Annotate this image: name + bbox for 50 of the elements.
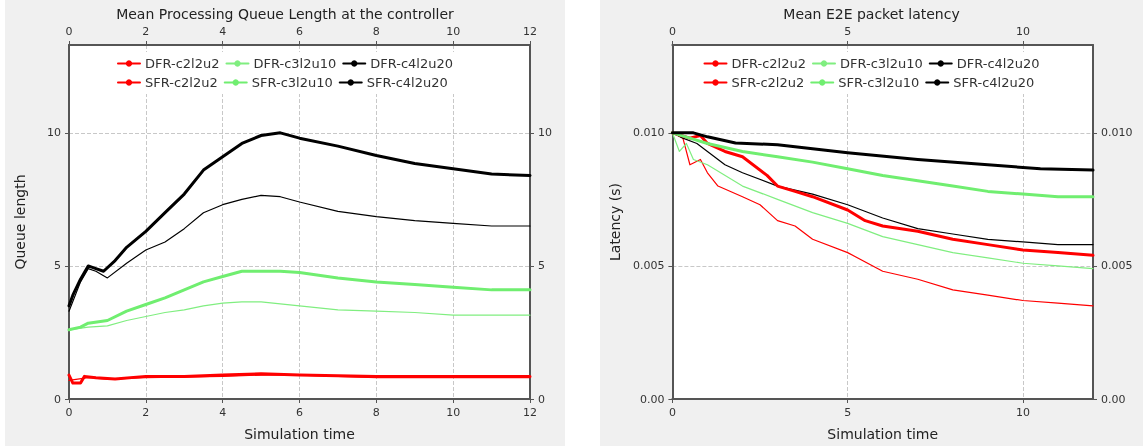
legend-label: SFR-c4l2u20	[953, 75, 1035, 90]
x2-tick-label: 2	[142, 25, 150, 38]
x2-tick-label: 0	[65, 25, 73, 38]
y-tick-label: 0.00	[639, 392, 665, 406]
legend-label: SFR-c2l2u2	[144, 75, 218, 90]
x2-tick-label: 5	[844, 25, 852, 38]
x2-tick-label: 10	[446, 25, 461, 38]
x-tick-label: 2	[142, 406, 150, 419]
x2-tick-label: 0	[668, 25, 676, 38]
y2-tick-label: 0.010	[1101, 126, 1133, 140]
legend-label: DFR-c3l2u10	[253, 56, 337, 71]
x-axis-title: Simulation time	[827, 426, 939, 442]
y-tick-label: 0.005	[632, 259, 665, 273]
y-tick-label: 5	[54, 259, 61, 273]
x-tick-label: 5	[844, 406, 852, 419]
y-tick-label: 0.010	[632, 126, 665, 140]
y2-tick-label: 0.00	[1101, 392, 1126, 406]
y2-tick-label: 10	[538, 126, 552, 140]
x2-tick-label: 4	[219, 25, 227, 38]
y-axis-title: Queue length	[12, 174, 28, 270]
chart-title: Mean Processing Queue Length at the controller	[116, 6, 455, 22]
legend-label: DFR-c4l2u20	[956, 56, 1040, 71]
x-tick-label: 0	[65, 406, 73, 419]
legend-label: SFR-c4l2u20	[366, 75, 448, 90]
y2-tick-label: 0.005	[1101, 259, 1133, 273]
y-tick-label: 10	[47, 126, 61, 140]
legend-label: DFR-c4l2u20	[370, 56, 454, 71]
x-tick-label: 8	[372, 406, 380, 419]
legend-label: DFR-c2l2u2	[144, 56, 220, 71]
legend-label: SFR-c2l2u2	[731, 75, 805, 90]
x-axis-title: Simulation time	[244, 426, 355, 442]
legend-label: DFR-c3l2u10	[839, 56, 923, 71]
x-tick-label: 10	[1015, 406, 1030, 419]
legend-label: DFR-c2l2u2	[731, 56, 806, 71]
x-tick-label: 4	[219, 406, 227, 419]
x2-tick-label: 6	[296, 25, 303, 38]
y2-tick-label: 0	[538, 392, 545, 406]
legend-label: SFR-c3l2u10	[251, 75, 333, 90]
y-tick-label: 0	[54, 392, 61, 406]
x-tick-label: 6	[296, 406, 303, 419]
x2-tick-label: 8	[372, 25, 380, 38]
x-tick-label: 0	[668, 406, 676, 419]
x-tick-label: 10	[446, 406, 461, 419]
x-tick-label: 12	[523, 406, 537, 419]
legend-label: SFR-c3l2u10	[838, 75, 920, 90]
chart-title: Mean E2E packet latency	[783, 6, 960, 22]
x2-tick-label: 10	[1015, 25, 1030, 38]
y2-tick-label: 5	[538, 259, 545, 273]
x2-tick-label: 12	[523, 25, 537, 38]
y-axis-title: Latency (s)	[607, 182, 623, 262]
